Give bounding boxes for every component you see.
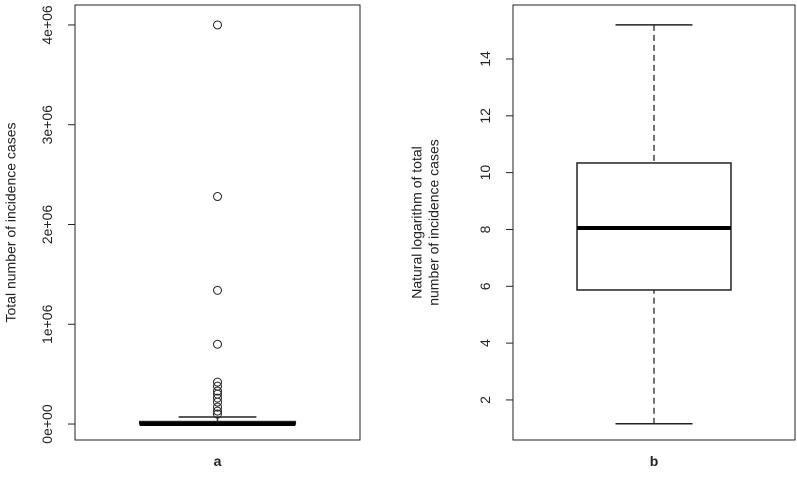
outlier [213, 397, 222, 407]
x-label: b [650, 453, 659, 469]
x-label: a [214, 453, 222, 469]
outlier [213, 409, 222, 419]
y-tick-label: 14 [477, 51, 493, 67]
outlier [213, 339, 222, 349]
y-tick-label: 2e+06 [39, 205, 55, 245]
y-tick-label: 2 [477, 396, 493, 404]
y-tick-label: 8 [477, 225, 493, 233]
y-tick-label: 4e+06 [39, 5, 55, 45]
outlier [213, 406, 222, 416]
y-tick-label: 3e+06 [39, 105, 55, 145]
y-tick-label: 4 [477, 339, 493, 347]
y-axis-title: Natural logarithm of total [409, 146, 425, 299]
outlier [213, 377, 222, 387]
outlier [213, 393, 222, 403]
y-tick-label: 0e+00 [39, 404, 55, 444]
y-tick-label: 12 [477, 108, 493, 124]
y-tick-label: 1e+06 [39, 304, 55, 344]
outlier [213, 386, 222, 396]
y-axis-title: number of incidence cases [426, 139, 442, 306]
y-axis-title: Total number of incidence cases [3, 123, 19, 323]
outlier [213, 402, 222, 412]
plot-frame [512, 4, 796, 441]
outlier [213, 285, 222, 295]
y-tick-label: 10 [477, 165, 493, 181]
outlier [213, 20, 222, 30]
y-tick-label: 6 [477, 282, 493, 290]
outlier [213, 192, 222, 202]
plot-frame [74, 4, 361, 441]
